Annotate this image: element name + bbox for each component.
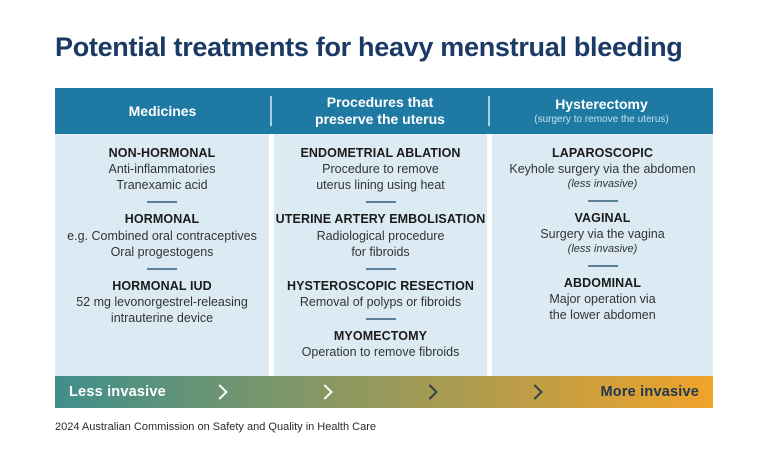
treatment-item: HYSTEROSCOPIC RESECTION Removal of polyp… (274, 278, 487, 310)
item-divider (147, 267, 177, 270)
table-body: NON-HORMONAL Anti-inflammatories Tranexa… (55, 134, 713, 376)
treatment-description: for fibroids (351, 244, 410, 259)
treatment-heading: LAPAROSCOPIC (552, 146, 653, 160)
treatment-heading: HORMONAL (124, 212, 200, 227)
treatment-description: intrauterine device (110, 310, 214, 325)
treatment-heading: NON-HORMONAL (108, 146, 216, 160)
column-header-medicines: Medicines (55, 88, 270, 134)
invasiveness-note: (less invasive) (567, 178, 638, 191)
item-divider (587, 200, 618, 203)
column-header-procedures: Procedures that preserve the uterus (272, 88, 488, 134)
item-divider (365, 267, 396, 270)
treatment-description: Oral progestogens (110, 244, 214, 259)
item-divider (587, 265, 618, 268)
less-invasive-label: Less invasive (69, 384, 166, 400)
treatment-description: Major operation via (549, 292, 656, 307)
treatment-description: Tranexamic acid (116, 178, 208, 193)
treatment-heading: ENDOMETRIAL ABLATION (300, 146, 461, 160)
treatment-description: Radiological procedure (316, 228, 445, 243)
treatment-heading: VAGINAL (574, 211, 631, 226)
treatment-heading: ABDOMINAL (563, 276, 642, 291)
treatment-item: NON-HORMONAL Anti-inflammatories Tranexa… (55, 145, 269, 193)
treatment-description: uterus lining using heat (316, 178, 445, 193)
column-header-label: Hysterectomy (555, 95, 648, 112)
chevron-right-icon (211, 384, 228, 400)
header-divider (270, 96, 272, 126)
treatment-description: Operation to remove fibroids (301, 345, 460, 359)
procedures-column: ENDOMETRIAL ABLATION Procedure to remove… (274, 134, 487, 376)
header-divider (488, 96, 490, 126)
invasiveness-note: (less invasive) (567, 243, 638, 256)
treatment-item: ABDOMINAL Major operation via the lower … (492, 275, 713, 323)
chevron-right-icon (527, 384, 544, 400)
page-title: Potential treatments for heavy menstrual… (55, 32, 683, 62)
treatment-heading: HYSTEROSCOPIC RESECTION (286, 278, 475, 293)
treatment-item: VAGINAL Surgery via the vagina (less inv… (492, 210, 713, 257)
treatment-item: HORMONAL IUD 52 mg levonorgestrel-releas… (55, 278, 269, 326)
chevron-right-icon (422, 384, 438, 400)
treatments-table: Medicines Procedures that preserve the u… (55, 88, 713, 408)
treatment-description: Removal of polyps or fibroids (299, 294, 462, 309)
treatment-description: Surgery via the vagina (540, 227, 665, 242)
invasiveness-scale-bar: Less invasive More invasive (55, 376, 713, 408)
treatment-description: Anti-inflammatories (108, 162, 216, 177)
treatment-item: ENDOMETRIAL ABLATION Procedure to remove… (274, 145, 487, 193)
attribution-text: 2024 Australian Commission on Safety and… (55, 421, 377, 433)
column-header-label: Medicines (128, 102, 197, 119)
item-divider (147, 201, 177, 204)
column-header-bar: Medicines Procedures that preserve the u… (55, 88, 713, 134)
column-header-sublabel: (surgery to remove the uterus) (534, 114, 669, 126)
treatment-item: MYOMECTOMY Operation to remove fibroids (274, 328, 487, 360)
treatment-description: the lower abdomen (549, 308, 656, 323)
chevron-right-icon (316, 384, 333, 400)
treatment-heading: HORMONAL IUD (112, 278, 212, 293)
hysterectomy-column: LAPAROSCOPIC Keyhole surgery via the abd… (492, 134, 713, 376)
treatment-description: e.g. Combined oral contraceptives (67, 228, 257, 243)
treatment-item: UTERINE ARTERY EMBOLISATION Radiological… (274, 211, 487, 259)
treatment-item: LAPAROSCOPIC Keyhole surgery via the abd… (492, 145, 713, 192)
treatment-item: HORMONAL e.g. Combined oral contraceptiv… (55, 211, 269, 259)
treatment-description: Keyhole surgery via the abdomen (509, 162, 696, 177)
more-invasive-label: More invasive (600, 384, 699, 400)
column-header-label: preserve the uterus (315, 111, 445, 127)
treatment-heading: MYOMECTOMY (333, 328, 428, 343)
treatment-description: 52 mg levonorgestrel-releasing (76, 294, 248, 309)
column-header-hysterectomy: Hysterectomy (surgery to remove the uter… (490, 88, 713, 134)
column-header-label: Procedures that (326, 94, 434, 111)
item-divider (365, 317, 396, 320)
medicines-column: NON-HORMONAL Anti-inflammatories Tranexa… (55, 134, 269, 376)
treatment-heading: UTERINE ARTERY EMBOLISATION (275, 212, 486, 227)
treatment-description: Procedure to remove (322, 162, 439, 177)
item-divider (365, 201, 396, 204)
